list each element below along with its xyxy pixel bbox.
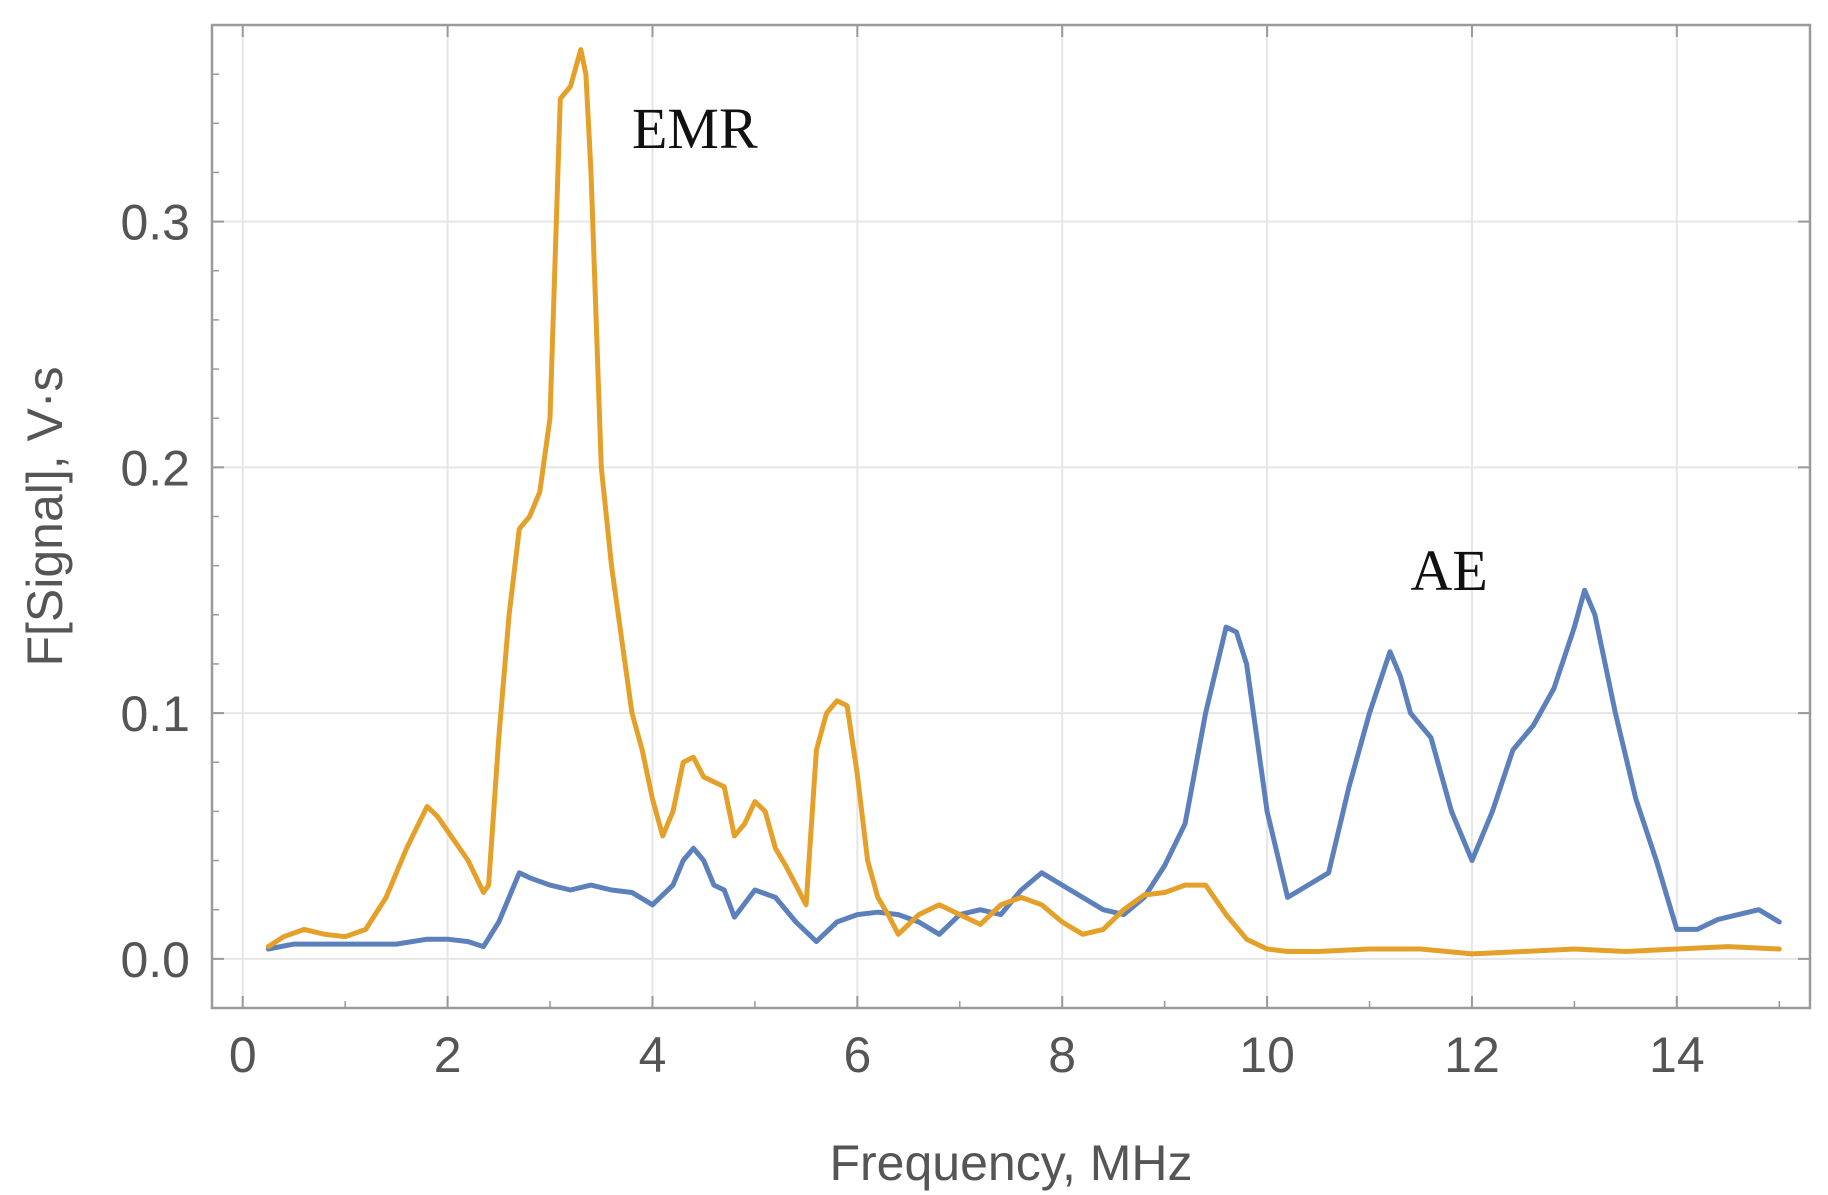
y-axis-title: F[Signal], V·s [17,366,73,666]
annotation-label: EMR [632,96,758,161]
y-tick-label: 0.2 [120,440,190,496]
grid [212,25,1810,1008]
y-tick-label: 0.0 [120,932,190,988]
x-tick-label: 0 [229,1027,257,1083]
x-tick-label: 2 [434,1027,462,1083]
x-tick-label: 14 [1649,1027,1705,1083]
series-layer [265,47,1782,957]
series-line-orange [265,47,1782,957]
x-tick-label: 4 [639,1027,667,1083]
y-tick-label: 0.3 [120,195,190,251]
y-tick-label: 0.1 [120,686,190,742]
x-tick-label: 10 [1239,1027,1295,1083]
series-line-blue [265,587,1782,952]
x-axis-title: Frequency, MHz [829,1135,1192,1191]
y-axis: 0.0 0.1 0.2 0.3 [120,73,1810,988]
x-axis: 0 2 4 6 8 10 12 14 [229,25,1781,1083]
annotations: EMR AE [632,96,1488,603]
x-tick-label: 6 [843,1027,871,1083]
x-tick-label: 8 [1048,1027,1076,1083]
x-tick-label: 12 [1444,1027,1500,1083]
annotation-label: AE [1411,538,1488,603]
